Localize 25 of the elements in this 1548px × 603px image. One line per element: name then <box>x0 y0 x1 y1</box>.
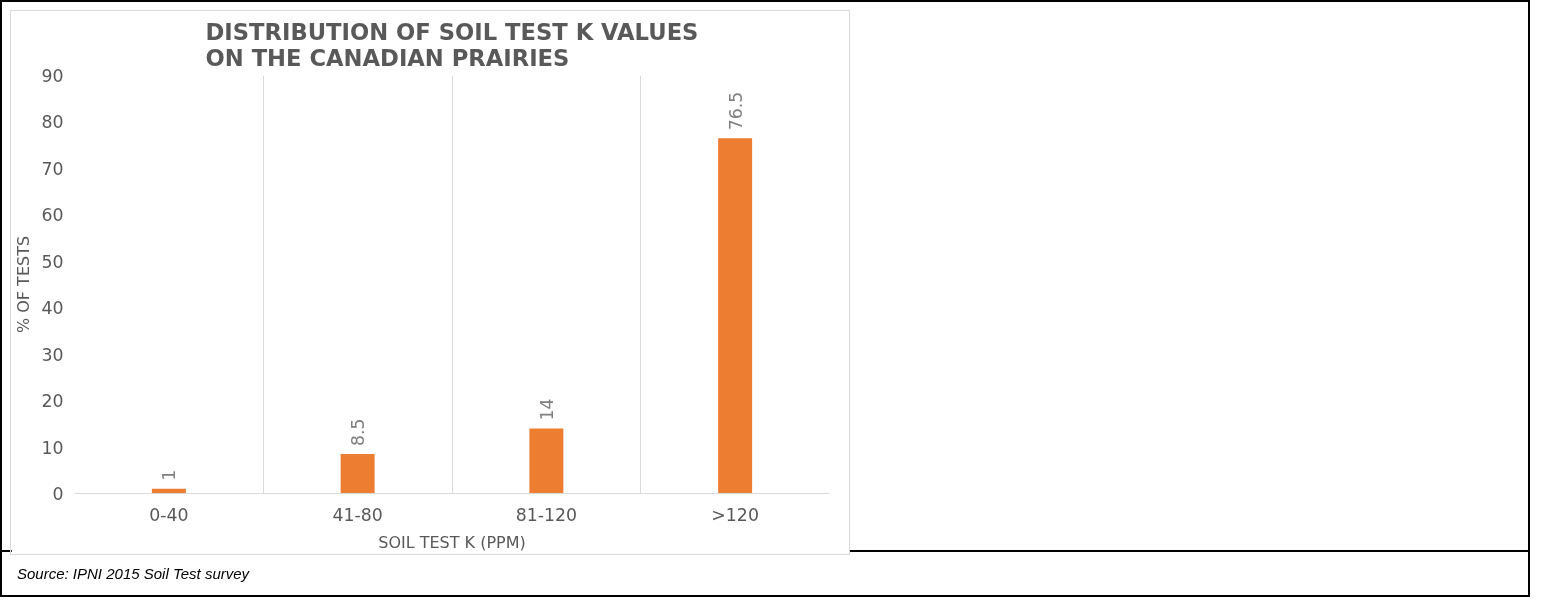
bar <box>340 454 375 494</box>
x-tick-label: 81-120 <box>515 504 578 525</box>
data-label: 8.5 <box>348 418 369 447</box>
source-note: Source: IPNI 2015 Soil Test survey <box>17 564 250 584</box>
x-tick-label: 41-80 <box>332 504 383 525</box>
x-tick-label: >120 <box>711 504 759 525</box>
y-tick-label: 40 <box>41 298 64 319</box>
y-tick-label: 50 <box>41 251 64 272</box>
data-label: 1 <box>159 469 180 481</box>
data-label: 76.5 <box>725 91 746 131</box>
chart-title: DISTRIBUTION OF SOIL TEST K VALUES ON THE CANADIAN PRAIRIES <box>205 18 699 71</box>
y-tick-label: 60 <box>41 205 64 226</box>
data-label: 14 <box>536 398 557 421</box>
y-tick-label: 20 <box>41 391 64 412</box>
y-tick-label: 70 <box>41 158 64 179</box>
bar <box>529 428 564 494</box>
y-tick-label: 80 <box>41 112 64 133</box>
x-tick-label: 0-40 <box>149 504 189 525</box>
x-axis-title: SOIL TEST K (PPM) <box>378 532 526 552</box>
y-tick-label: 90 <box>41 66 64 86</box>
y-tick-label: 0 <box>52 484 64 504</box>
bar <box>718 138 753 494</box>
y-tick-label: 30 <box>41 344 64 365</box>
y-tick-label: 10 <box>41 437 64 458</box>
y-axis-title: % OF TESTS <box>14 235 34 334</box>
